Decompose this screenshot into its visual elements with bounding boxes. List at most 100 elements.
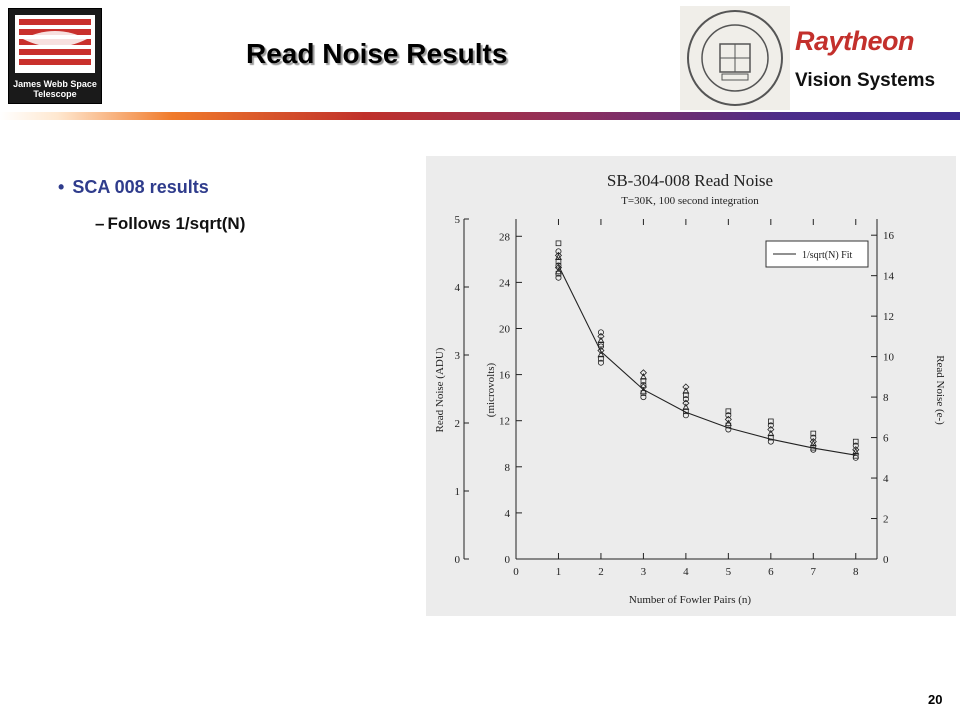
chart-data-point (852, 452, 859, 459)
chart-data-point (555, 262, 562, 269)
chart-data-point (852, 438, 859, 445)
chart-data-point (597, 359, 604, 366)
chart-data-point (768, 418, 774, 425)
university-seal-icon (687, 10, 783, 106)
chart-data-point (682, 403, 690, 410)
chart-x-tick-label: 6 (768, 566, 774, 578)
bullet-level1-text: SCA 008 results (72, 177, 209, 197)
chart-y-tick-label-electrons: 12 (883, 311, 894, 323)
chart-data-point (724, 415, 732, 423)
chart-data-point (682, 387, 690, 394)
chart-data-point (598, 341, 604, 348)
chart-data-point (555, 248, 562, 255)
raytheon-division: Vision Systems (795, 70, 936, 91)
chart-data-point (598, 355, 604, 362)
chart-y-tick-label-adu: 2 (455, 418, 461, 430)
chart-data-point (810, 430, 817, 437)
chart-data-point (555, 240, 562, 247)
read-noise-chart: SB-304-008 Read Noise T=30K, 100 second … (426, 156, 956, 616)
chart-y-tick-label-adu: 1 (455, 486, 461, 498)
page-title: Read Noise Results (246, 38, 508, 69)
raytheon-logo: Raytheon (795, 26, 915, 56)
chart-data-point (597, 329, 604, 336)
bullet-dash-icon: – (95, 214, 105, 233)
chart-y-tick-label-electrons: 0 (883, 554, 889, 566)
chart-data-point (767, 422, 774, 429)
chart-data-point (683, 392, 689, 398)
chart-y-tick-label-electrons: 14 (883, 271, 895, 283)
chart-data-point (682, 399, 690, 407)
jwst-logo-text: James Webb Space Telescope (13, 79, 97, 99)
chart-data-point (682, 383, 690, 391)
chart-data-point (767, 425, 775, 434)
chart-data-point (725, 412, 732, 419)
chart-y-tick-label-electrons: 16 (883, 230, 895, 242)
chart-x-tick-label: 0 (513, 566, 519, 578)
chart-x-tick-label: 3 (641, 566, 647, 578)
page-number: 20 (928, 692, 943, 707)
chart-subtitle: T=30K, 100 second integration (621, 195, 759, 207)
chart-data-point (809, 438, 817, 446)
chart-y-tick-label-electrons: 4 (883, 473, 889, 485)
chart-data-point (597, 350, 605, 358)
chart-data-point (725, 408, 732, 415)
chart-y-tick-label-microvolts: 8 (505, 462, 511, 474)
chart-x-tick-label: 5 (726, 566, 732, 578)
chart-y-tick-label-adu: 4 (455, 282, 461, 294)
chart-data-point (597, 332, 605, 340)
university-seal (680, 6, 790, 110)
chart-data-point (639, 373, 647, 380)
chart-y-tick-label-electrons: 10 (883, 352, 895, 364)
chart-fit-line (557, 265, 856, 456)
chart-data-point (640, 378, 647, 384)
chart-data-point (682, 412, 689, 419)
chart-data-point (682, 396, 689, 403)
chart-y-tick-label-adu: 0 (455, 554, 461, 566)
chart-x-tick-label: 4 (683, 566, 689, 578)
chart-data-point (640, 381, 647, 388)
chart-data-point (555, 274, 562, 281)
chart-data-point (554, 251, 563, 259)
chart-y-tick-label-microvolts: 4 (505, 508, 511, 520)
chart-data-point (597, 346, 605, 355)
chart-data-point (767, 429, 775, 437)
chart-x-tick-label: 2 (598, 566, 604, 578)
header-divider (0, 112, 960, 120)
chart-data-point (639, 383, 647, 391)
chart-xlabel: Number of Fowler Pairs (n) (629, 594, 752, 606)
chart-data-point (639, 369, 647, 377)
chart-title: SB-304-008 Read Noise (607, 171, 773, 190)
chart-data-point (555, 258, 562, 265)
chart-data-point (555, 267, 562, 275)
bullet-level2-text: Follows 1/sqrt(N) (107, 214, 246, 233)
chart-x-tick-label: 8 (853, 566, 859, 578)
chart-y-tick-label-microvolts: 24 (499, 277, 511, 289)
chart-y-tick-label-microvolts: 20 (499, 323, 511, 335)
chart-data-point (810, 434, 817, 441)
chart-data-point (725, 426, 732, 433)
chart-data-point (683, 408, 689, 415)
bullet-level1: • SCA 008 results (58, 177, 209, 198)
chart-y-tick-label-microvolts: 0 (505, 554, 511, 566)
chart-x-tick-label: 1 (556, 566, 562, 578)
chart-data-point (724, 419, 732, 427)
chart-data-point (810, 444, 817, 451)
chart-y-tick-label-microvolts: 12 (499, 416, 510, 428)
chart-x-tick-label: 7 (811, 566, 817, 578)
chart-y-tick-label-microvolts: 16 (499, 370, 511, 382)
chart-data-point (597, 336, 605, 344)
chart-data-point (767, 438, 774, 445)
chart-y-tick-label-electrons: 2 (883, 514, 889, 526)
chart-data-point (640, 394, 647, 401)
chart-y-tick-label-electrons: 8 (883, 392, 889, 404)
chart-data-point (852, 446, 860, 454)
read-noise-chart-svg: SB-304-008 Read Noise T=30K, 100 second … (434, 171, 946, 606)
bullet-level2: – Follows 1/sqrt(N) (95, 214, 245, 234)
chart-legend-label: 1/sqrt(N) Fit (802, 250, 853, 261)
chart-y-tick-label-electrons: 6 (883, 433, 889, 445)
bullet-dot-icon: • (58, 177, 65, 197)
chart-ylabel-right: Read Noise (e-) (934, 355, 946, 425)
chart-ylabel-left-inner: (microvolts) (485, 362, 497, 417)
chart-y-tick-label-adu: 5 (455, 214, 461, 226)
jwst-logo: James Webb Space Telescope (8, 8, 102, 104)
